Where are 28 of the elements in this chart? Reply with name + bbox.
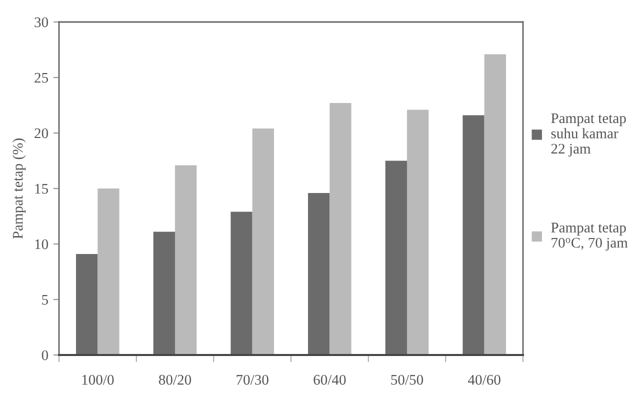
bar xyxy=(153,232,175,355)
y-tick-label: 25 xyxy=(34,72,48,83)
x-tick-label: 40/60 xyxy=(468,374,500,385)
bar xyxy=(385,160,407,355)
y-tick-label: 0 xyxy=(42,350,48,360)
x-tick-label: 60/40 xyxy=(314,374,346,385)
bar xyxy=(175,165,197,355)
bar xyxy=(252,128,274,355)
x-tick-label: 50/50 xyxy=(391,374,424,385)
x-tick-label: 100/0 xyxy=(82,374,114,385)
x-tick-label: 70/30 xyxy=(236,374,268,385)
y-tick-label: 30 xyxy=(34,17,48,28)
y-tick-label: 15 xyxy=(35,184,48,194)
legend-label: Pampat tetap suhu kamar 22 jam xyxy=(551,113,626,157)
y-tick-label: 20 xyxy=(34,128,48,138)
bar xyxy=(98,188,120,355)
y-tick-label: 5 xyxy=(42,295,48,305)
bar xyxy=(407,110,429,355)
x-tick-label: 80/20 xyxy=(158,374,192,385)
y-tick-label: 10 xyxy=(35,239,48,250)
bar xyxy=(462,115,484,355)
bar xyxy=(230,212,252,355)
bar xyxy=(76,254,98,355)
legend-label: Pampat tetap 70$^{o}$C, 70 jam xyxy=(551,222,628,251)
bar xyxy=(308,192,330,355)
bar xyxy=(484,54,506,355)
y-axis-title: Pampat tetap (%) xyxy=(12,138,26,239)
bar xyxy=(330,103,352,355)
